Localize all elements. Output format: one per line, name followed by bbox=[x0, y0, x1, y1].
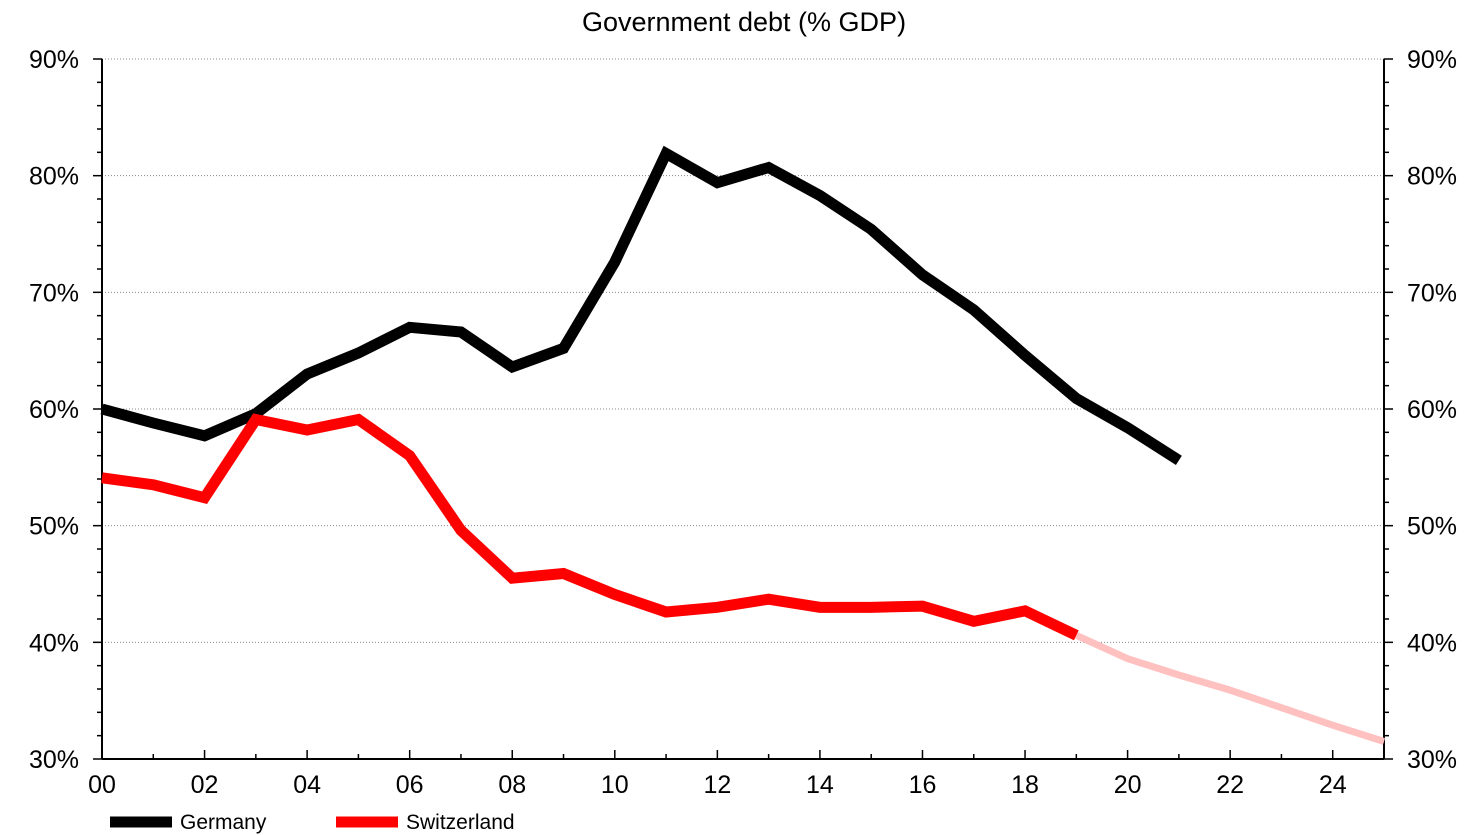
tick-labels: 30% 30% 40% 40% 50% 50% 60% 60% 70% 70% 80% 80% 90% 9… bbox=[29, 46, 1457, 799]
y-tick-label-right: 80% bbox=[1407, 163, 1457, 191]
legend-label-switzerland: Switzerland bbox=[406, 811, 515, 834]
y-tick-label-left: 40% bbox=[29, 629, 79, 657]
y-tick-label-left: 80% bbox=[29, 163, 79, 191]
chart-title: Government debt (% GDP) bbox=[582, 7, 906, 37]
y-tick-label-left: 50% bbox=[29, 513, 79, 541]
y-tick-label-right: 60% bbox=[1407, 396, 1457, 424]
y-tick-label-right: 90% bbox=[1407, 46, 1457, 74]
x-tick-label: 08 bbox=[498, 771, 526, 799]
x-tick-label: 06 bbox=[396, 771, 424, 799]
grid-lines bbox=[102, 58, 1384, 643]
y-tick-label-left: 30% bbox=[29, 746, 79, 774]
legend-label-germany: Germany bbox=[180, 811, 267, 834]
x-tick-label: 02 bbox=[191, 771, 219, 799]
y-tick-label-left: 60% bbox=[29, 396, 79, 424]
x-tick-label: 00 bbox=[88, 771, 116, 799]
x-tick-label: 12 bbox=[703, 771, 731, 799]
y-tick-label-right: 30% bbox=[1407, 746, 1457, 774]
y-tick-label-right: 40% bbox=[1407, 629, 1457, 657]
series-lines bbox=[100, 145, 1386, 745]
x-tick-label: 24 bbox=[1319, 771, 1347, 799]
y-tick-label-left: 70% bbox=[29, 279, 79, 307]
series-line-switzerland-forecast bbox=[1074, 632, 1386, 745]
series-line-switzerland bbox=[101, 413, 1079, 641]
series-line-germany bbox=[100, 145, 1182, 465]
x-tick-label: 04 bbox=[293, 771, 321, 799]
x-tick-label: 16 bbox=[909, 771, 937, 799]
x-tick-label: 18 bbox=[1011, 771, 1039, 799]
x-tick-label: 10 bbox=[601, 771, 629, 799]
legend: Germany Switzerland bbox=[110, 811, 515, 834]
x-tick-label: 14 bbox=[806, 771, 834, 799]
x-tick-label: 22 bbox=[1216, 771, 1244, 799]
y-tick-label-right: 50% bbox=[1407, 513, 1457, 541]
y-tick-label-left: 90% bbox=[29, 46, 79, 74]
x-tick-label: 20 bbox=[1114, 771, 1142, 799]
y-tick-label-right: 70% bbox=[1407, 279, 1457, 307]
